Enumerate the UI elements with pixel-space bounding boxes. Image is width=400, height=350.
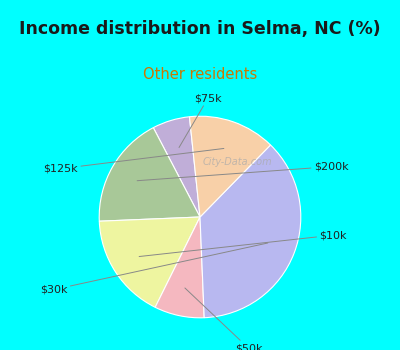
- Text: $125k: $125k: [44, 148, 224, 174]
- Wedge shape: [99, 128, 200, 221]
- Wedge shape: [153, 117, 200, 217]
- Text: $30k: $30k: [40, 243, 268, 295]
- Text: $75k: $75k: [179, 93, 222, 147]
- Wedge shape: [99, 217, 200, 307]
- Text: City-Data.com: City-Data.com: [203, 156, 273, 167]
- Wedge shape: [200, 145, 301, 318]
- Text: $50k: $50k: [185, 288, 262, 350]
- Text: Income distribution in Selma, NC (%): Income distribution in Selma, NC (%): [19, 20, 381, 38]
- Wedge shape: [190, 116, 270, 217]
- Text: $10k: $10k: [139, 230, 347, 257]
- Text: Other residents: Other residents: [143, 67, 257, 82]
- Text: $200k: $200k: [137, 162, 348, 181]
- Wedge shape: [155, 217, 204, 318]
